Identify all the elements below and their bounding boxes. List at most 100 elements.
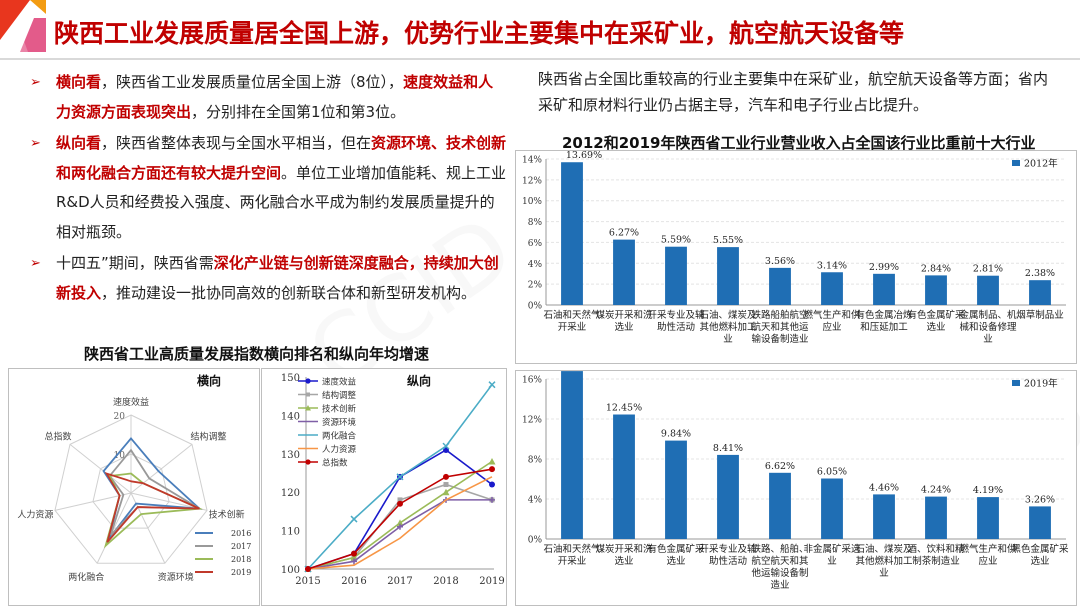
y-tick-label: 140: [281, 411, 300, 422]
series-line-人力资源: [307, 476, 493, 570]
x-tick-label: 和压延加工: [860, 321, 908, 333]
data-label: 3.56%: [765, 256, 795, 267]
data-point: [489, 481, 495, 488]
bar: [717, 247, 739, 305]
radar-axis-label: 技术创新: [209, 508, 245, 520]
x-tick-label: 有色金属矿采: [647, 543, 705, 555]
legend-label: 资源环境: [322, 417, 357, 428]
legend-label: 速度效益: [322, 377, 357, 388]
radar-chart-panel: 横向 速度效益 结构调整 技术创新 资源环境 两化融合 人力资源 总指数 20 10 2016 201…: [8, 368, 260, 606]
title-divider: [0, 58, 1080, 60]
x-tick-label: 助性活动: [657, 321, 695, 333]
bar: [873, 494, 895, 539]
x-tick-label: 石油和天然气: [543, 309, 601, 321]
x-tick-label: 业: [827, 556, 837, 567]
data-label: 3.26%: [1025, 494, 1055, 505]
bar: [717, 454, 739, 539]
radar-axis-label: 资源环境: [158, 571, 194, 583]
y-tick-label: 120: [281, 488, 300, 499]
y-tick-label: 6%: [528, 239, 543, 249]
arrow-icon: ➢: [30, 256, 41, 271]
bar: [821, 272, 843, 305]
bar: [613, 239, 635, 305]
radar-spoke: [54, 492, 132, 511]
legend-label: 2019年: [1024, 378, 1058, 390]
y-tick-label: 12%: [522, 416, 542, 426]
x-tick-label: 燃气生产和供: [803, 309, 861, 321]
x-tick-label: 2018: [433, 576, 458, 587]
x-tick-label: 选业: [1030, 555, 1049, 567]
x-tick-label: 选业: [614, 555, 633, 567]
body-text: 。单位工业增加值能耗、规上工业R&D人员和经费投入强度、两化融合水平成为制约发展…: [56, 163, 507, 241]
bullet-item: ➢ 十四五”期间，陕西省需深化产业链与创新链深度融合，持续加大创新投入，推动建设一…: [28, 249, 508, 308]
x-tick-label: 石油、煤炭及: [699, 309, 757, 321]
right-description: 陕西省占全国比重较高的行业主要集中在采矿业，航空航天设备等方面；省内采矿和原材料…: [538, 70, 1049, 114]
bar: [821, 478, 843, 539]
body-text: 十四五”期间，陕西省需: [56, 254, 214, 272]
arrow-icon: ➢: [30, 75, 41, 90]
highlight-text: 速度效益和人力资源方面表现突出: [56, 73, 494, 121]
bar-chart-2012-panel: 0% 2% 4% 6% 8% 10% 12% 14% 13.69% 石油和天然气 开采业 6.27% 煤…: [515, 150, 1077, 364]
data-point: [350, 553, 358, 561]
x-tick-label: 选业: [614, 321, 633, 333]
data-point: [488, 381, 496, 389]
data-point: [442, 488, 450, 496]
legend-swatch: [1012, 160, 1020, 166]
radar-spoke: [130, 443, 193, 494]
line-chart-panel: 100 110 120 130 140 150 2015 2016 2017 2018 2019 纵向…: [261, 368, 507, 606]
data-point: [442, 442, 450, 450]
bar: [977, 275, 999, 305]
data-label: 2.81%: [973, 264, 1003, 275]
x-tick-label: 2017: [387, 576, 412, 587]
x-tick-label: 制茶制造业: [912, 555, 960, 567]
x-tick-label: 业: [879, 568, 889, 579]
x-tick-label: 械和设备修理: [959, 321, 1017, 333]
radar-spoke: [96, 492, 132, 564]
x-tick-label: 有色金属矿采: [907, 309, 965, 321]
data-label: 9.84%: [661, 429, 691, 440]
x-tick-label: 其他燃料加工: [699, 321, 757, 333]
x-tick-label: 石油、煤炭及: [855, 543, 913, 555]
x-tick-label: 煤炭开采和洗: [595, 309, 653, 321]
legend-label: 2016: [231, 529, 251, 538]
bar: [873, 273, 895, 305]
y-tick-label: 8%: [528, 218, 543, 228]
radar-gridline: [54, 414, 208, 564]
radar-axis-label: 结构调整: [190, 431, 226, 443]
bar-chart-2019: 0%4%8%12%16%16.79%石油和天然气开采业12.45%煤炭开采和洗选…: [522, 359, 1069, 591]
x-tick-label: 业: [983, 334, 993, 345]
y-tick-label: 130: [281, 450, 300, 461]
series-line-资源环境: [307, 499, 492, 570]
data-label: 4.46%: [869, 482, 899, 493]
legend-marker: [305, 459, 311, 465]
radar-tick-label: 10: [114, 451, 126, 461]
y-tick-label: 8%: [528, 456, 543, 466]
data-label: 13.69%: [566, 151, 602, 161]
x-tick-label: 开采专业及辅: [699, 543, 757, 555]
legend-label: 技术创新: [322, 404, 357, 415]
bar: [925, 275, 947, 305]
x-tick-label: 开采业: [558, 556, 587, 567]
x-tick-label: 2015: [295, 576, 320, 587]
highlight-text: 纵向看: [56, 134, 102, 152]
data-point: [396, 519, 404, 526]
legend-label: 结构调整: [322, 390, 357, 401]
radar-series-2017: [108, 448, 203, 536]
bar: [769, 472, 791, 539]
y-tick-label: 4%: [528, 496, 543, 506]
x-tick-label: 烟草制品业: [1016, 309, 1064, 321]
data-label: 5.59%: [661, 235, 691, 246]
legend-label: 总指数: [322, 458, 348, 469]
x-tick-label: 黑色金属矿采: [1011, 543, 1069, 555]
bar: [769, 267, 791, 305]
data-point: [351, 558, 357, 565]
x-tick-label: 造业: [770, 579, 789, 591]
chart-title: 横向: [197, 373, 221, 388]
page-title: 陕西工业发展质量居全国上游，优势行业主要集中在采矿业，航空航天设备等: [54, 19, 905, 48]
x-tick-label: 铁路、船舶、: [751, 543, 808, 555]
x-tick-label: 航天和其他运: [751, 321, 809, 333]
x-tick-label: 开采业: [558, 322, 587, 333]
x-tick-label: 其他燃料加工: [855, 555, 913, 567]
line-chart: 100 110 120 130 140 150 2015 2016 2017 2018 2019 纵向…: [281, 373, 505, 587]
